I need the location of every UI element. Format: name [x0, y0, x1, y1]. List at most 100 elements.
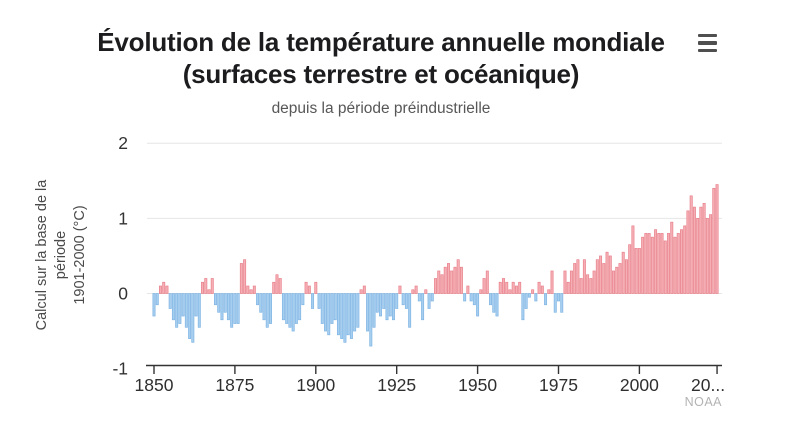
anomaly-bar-1886[interactable] [269, 293, 272, 324]
anomaly-bar-1951[interactable] [479, 289, 483, 294]
anomaly-bar-1985[interactable] [589, 278, 593, 294]
anomaly-bar-1990[interactable] [605, 251, 609, 294]
anomaly-bar-1994[interactable] [618, 263, 622, 294]
anomaly-bar-1930[interactable] [411, 289, 415, 294]
anomaly-bar-1859[interactable] [181, 293, 185, 317]
anomaly-bar-1894[interactable] [294, 293, 298, 324]
anomaly-bar-1974[interactable] [553, 293, 557, 313]
anomaly-bar-1857[interactable] [175, 293, 179, 328]
anomaly-bar-1870[interactable] [217, 293, 221, 313]
anomaly-bar-1864[interactable] [197, 293, 201, 328]
anomaly-bar-1895[interactable] [298, 293, 302, 321]
anomaly-bar-1875[interactable] [233, 293, 237, 324]
anomaly-bar-1871[interactable] [220, 293, 224, 321]
anomaly-bar-1982[interactable] [579, 278, 583, 294]
anomaly-bar-1885[interactable] [265, 293, 269, 328]
anomaly-bar-1946[interactable] [463, 293, 467, 302]
anomaly-bar-1907[interactable] [336, 293, 340, 336]
anomaly-bar-1850[interactable] [152, 293, 156, 317]
anomaly-bar-1939[interactable] [440, 274, 444, 294]
anomaly-bar-1890[interactable] [281, 293, 285, 321]
anomaly-bar-1981[interactable] [576, 259, 580, 294]
anomaly-bar-1913[interactable] [356, 293, 360, 328]
anomaly-bar-1873[interactable] [226, 293, 230, 321]
anomaly-bar-1926[interactable] [398, 285, 402, 294]
anomaly-bar-1950[interactable] [476, 293, 480, 317]
anomaly-bar-1971[interactable] [544, 293, 548, 306]
anomaly-bar-1855[interactable] [168, 293, 172, 309]
anomaly-bar-1891[interactable] [285, 293, 289, 324]
anomaly-bar-1993[interactable] [615, 266, 619, 294]
anomaly-bar-1958[interactable] [502, 278, 505, 294]
anomaly-bar-1943[interactable] [453, 266, 457, 294]
anomaly-bar-1973[interactable] [550, 270, 554, 294]
anomaly-bar-1927[interactable] [401, 293, 405, 306]
anomaly-bar-2012[interactable] [676, 233, 680, 294]
anomaly-bar-1854[interactable] [165, 285, 169, 294]
anomaly-bar-1944[interactable] [456, 259, 460, 294]
anomaly-bar-1975[interactable] [557, 293, 560, 302]
anomaly-bar-1948[interactable] [469, 293, 473, 302]
anomaly-bar-1959[interactable] [505, 281, 509, 294]
anomaly-bar-1862[interactable] [191, 293, 195, 343]
anomaly-bar-2020[interactable] [702, 203, 706, 294]
anomaly-bar-1915[interactable] [362, 285, 366, 294]
anomaly-bar-1910[interactable] [346, 293, 350, 336]
anomaly-bar-2021[interactable] [705, 218, 709, 294]
anomaly-bar-2003[interactable] [647, 233, 651, 294]
anomaly-bar-1921[interactable] [382, 293, 386, 309]
anomaly-bar-1863[interactable] [194, 293, 198, 317]
anomaly-bar-1934[interactable] [424, 289, 428, 294]
anomaly-bar-1919[interactable] [375, 293, 379, 313]
anomaly-bar-1954[interactable] [489, 293, 493, 306]
anomaly-bar-1880[interactable] [249, 289, 253, 294]
anomaly-bar-2007[interactable] [660, 233, 664, 294]
anomaly-bar-1997[interactable] [628, 244, 632, 294]
anomaly-bar-1866[interactable] [204, 278, 208, 294]
anomaly-bar-1914[interactable] [359, 289, 363, 294]
anomaly-bar-1916[interactable] [366, 293, 370, 332]
anomaly-bar-2008[interactable] [663, 240, 667, 294]
anomaly-bar-1876[interactable] [236, 293, 240, 324]
anomaly-bar-1865[interactable] [201, 281, 205, 294]
anomaly-bar-1937[interactable] [434, 278, 438, 294]
anomaly-bar-1931[interactable] [414, 285, 418, 294]
anomaly-bar-1905[interactable] [330, 293, 334, 324]
anomaly-bar-1966[interactable] [527, 293, 531, 298]
anomaly-bar-1856[interactable] [171, 293, 175, 321]
anomaly-bar-1933[interactable] [421, 293, 425, 321]
anomaly-bar-1897[interactable] [304, 281, 308, 294]
anomaly-bar-1962[interactable] [514, 285, 518, 294]
anomaly-bar-1992[interactable] [612, 270, 615, 294]
anomaly-bar-1967[interactable] [531, 289, 535, 294]
anomaly-bar-2014[interactable] [683, 225, 687, 294]
anomaly-bar-1902[interactable] [320, 293, 324, 324]
anomaly-bar-1995[interactable] [621, 251, 625, 294]
anomaly-bar-1938[interactable] [437, 270, 441, 294]
anomaly-bar-1965[interactable] [524, 293, 528, 309]
anomaly-bar-1908[interactable] [340, 293, 344, 339]
anomaly-bar-1899[interactable] [311, 293, 315, 309]
anomaly-bar-2015[interactable] [686, 210, 690, 294]
anomaly-bar-2022[interactable] [709, 214, 713, 294]
anomaly-bar-2024[interactable] [715, 184, 719, 294]
anomaly-bar-1887[interactable] [272, 281, 276, 294]
anomaly-bar-1978[interactable] [566, 281, 570, 294]
anomaly-bar-1929[interactable] [408, 293, 412, 328]
anomaly-bar-1858[interactable] [178, 293, 182, 324]
anomaly-bar-1889[interactable] [278, 278, 282, 294]
anomaly-bar-1912[interactable] [353, 293, 357, 332]
anomaly-bar-1874[interactable] [230, 293, 234, 328]
anomaly-bar-1893[interactable] [291, 293, 295, 332]
anomaly-bar-1923[interactable] [388, 293, 392, 317]
anomaly-bar-2006[interactable] [657, 233, 661, 294]
anomaly-bar-1956[interactable] [495, 293, 499, 317]
anomaly-bar-2011[interactable] [673, 236, 677, 294]
anomaly-bar-1964[interactable] [521, 293, 525, 321]
anomaly-bar-1882[interactable] [256, 293, 260, 306]
anomaly-bar-1952[interactable] [482, 278, 486, 294]
anomaly-bar-2002[interactable] [644, 233, 648, 294]
anomaly-bar-1878[interactable] [243, 259, 247, 294]
anomaly-bar-1867[interactable] [207, 289, 211, 294]
anomaly-bar-1998[interactable] [631, 225, 635, 294]
